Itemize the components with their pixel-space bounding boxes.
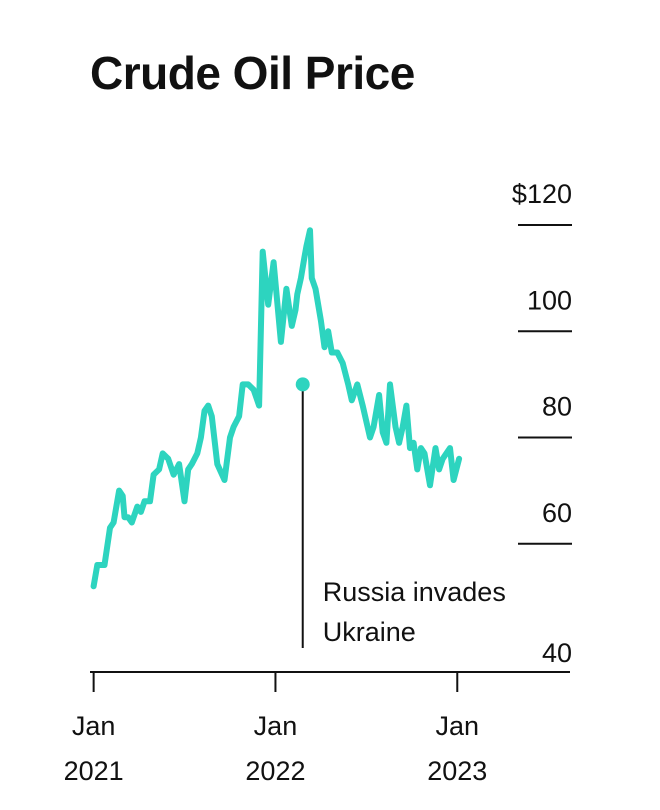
y-tick-label: 60 <box>542 498 572 528</box>
annotation-label-line-1: Russia invades <box>323 577 506 607</box>
x-tick-label-month: Jan <box>254 711 298 741</box>
x-tick-label-year: 2021 <box>64 756 124 786</box>
annotation-label-line-2: Ukraine <box>323 617 416 647</box>
invasion-annotation: Russia invades Ukraine <box>301 384 506 648</box>
y-axis: 40 60 80 100 $120 <box>512 179 572 668</box>
y-tick-label: $120 <box>512 179 572 209</box>
x-tick-label-month: Jan <box>72 711 116 741</box>
series-line-crude-oil <box>90 227 463 590</box>
chart-title: Crude Oil Price <box>90 47 415 99</box>
x-axis: Jan 2021 Jan 2022 Jan 2023 <box>64 672 487 786</box>
y-tick-label: 100 <box>527 285 572 315</box>
x-tick-label-month: Jan <box>435 711 479 741</box>
x-tick-label-year: 2023 <box>427 756 487 786</box>
x-tick-label-year: 2022 <box>245 756 305 786</box>
annotation-marker <box>295 377 310 392</box>
y-tick-label: 40 <box>542 638 572 668</box>
y-tick-label: 80 <box>542 392 572 422</box>
